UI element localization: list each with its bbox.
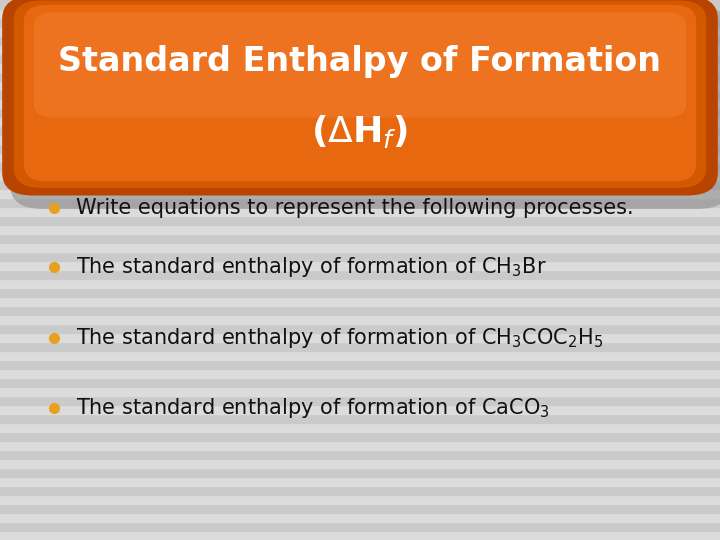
Bar — [0, 486, 720, 495]
Bar — [0, 27, 720, 36]
Bar — [0, 90, 720, 99]
Bar — [0, 72, 720, 81]
Bar — [0, 261, 720, 270]
FancyBboxPatch shape — [10, 6, 720, 209]
FancyBboxPatch shape — [2, 0, 718, 195]
Bar — [0, 153, 720, 162]
Bar — [0, 108, 720, 117]
Bar — [0, 477, 720, 486]
Bar — [0, 297, 720, 306]
Bar — [0, 468, 720, 477]
Bar — [0, 504, 720, 513]
Bar — [0, 207, 720, 216]
Bar — [0, 288, 720, 297]
Bar — [0, 45, 720, 54]
Bar — [0, 441, 720, 450]
Bar — [0, 531, 720, 540]
Bar — [0, 225, 720, 234]
Bar — [0, 270, 720, 279]
Bar — [0, 459, 720, 468]
Bar — [0, 306, 720, 315]
Bar — [0, 144, 720, 153]
Bar — [0, 513, 720, 522]
Bar — [0, 18, 720, 27]
Text: The standard enthalpy of formation of CH$_3$Br: The standard enthalpy of formation of CH… — [76, 255, 546, 279]
Bar — [0, 324, 720, 333]
Bar — [0, 117, 720, 126]
Bar — [0, 315, 720, 324]
Bar — [0, 333, 720, 342]
Bar — [0, 198, 720, 207]
Bar — [0, 63, 720, 72]
Text: ($\Delta$H$_f$): ($\Delta$H$_f$) — [312, 113, 408, 150]
Bar — [0, 0, 720, 9]
Bar — [0, 9, 720, 18]
FancyBboxPatch shape — [14, 1, 706, 188]
Bar — [0, 423, 720, 432]
Bar — [0, 522, 720, 531]
Bar — [0, 135, 720, 144]
FancyBboxPatch shape — [34, 12, 686, 118]
Bar — [0, 432, 720, 441]
Bar — [0, 360, 720, 369]
Bar — [0, 99, 720, 108]
Bar — [0, 54, 720, 63]
Bar — [0, 81, 720, 90]
Bar — [0, 234, 720, 243]
Bar — [0, 171, 720, 180]
Bar — [0, 450, 720, 459]
Text: Write equations to represent the following processes.: Write equations to represent the followi… — [76, 198, 633, 218]
Bar — [0, 180, 720, 189]
Text: Standard Enthalpy of Formation: Standard Enthalpy of Formation — [58, 45, 662, 78]
Bar — [0, 36, 720, 45]
Bar — [0, 369, 720, 378]
Bar — [0, 414, 720, 423]
Bar — [0, 378, 720, 387]
Bar — [0, 216, 720, 225]
Bar — [0, 495, 720, 504]
Bar — [0, 243, 720, 252]
Bar — [0, 162, 720, 171]
Bar — [0, 126, 720, 135]
FancyBboxPatch shape — [24, 5, 696, 181]
Bar — [0, 396, 720, 405]
Bar — [0, 189, 720, 198]
Bar — [0, 387, 720, 396]
Bar — [0, 279, 720, 288]
Bar — [0, 252, 720, 261]
Bar — [0, 342, 720, 351]
Bar — [0, 351, 720, 360]
Text: The standard enthalpy of formation of CaCO$_3$: The standard enthalpy of formation of Ca… — [76, 396, 549, 420]
Text: The standard enthalpy of formation of CH$_3$COC$_2$H$_5$: The standard enthalpy of formation of CH… — [76, 326, 603, 349]
Bar — [0, 405, 720, 414]
